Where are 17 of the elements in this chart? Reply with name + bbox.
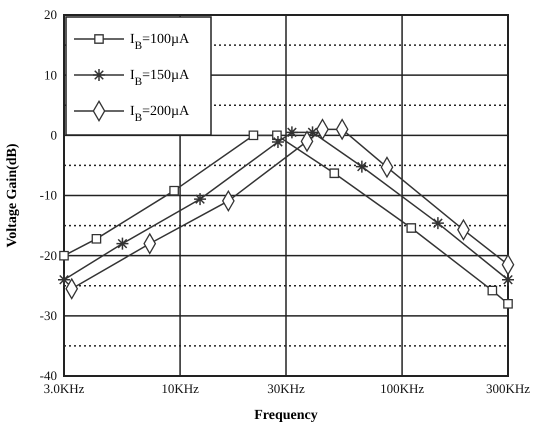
y-tick-label: -40 — [40, 368, 57, 384]
y-tick-label: 0 — [50, 127, 57, 142]
y-tick-label: 10 — [44, 67, 57, 82]
y-tick-label: -10 — [40, 188, 57, 203]
y-tick-label: -30 — [40, 308, 57, 323]
y-tick-label: -20 — [40, 248, 57, 263]
y-axis-title: Voltage Gain(dB) — [5, 143, 20, 248]
x-tick-label: 100KHz — [380, 381, 424, 396]
legend-label: I$_{B}$=100µA — [130, 32, 190, 52]
y-tick-label: 20 — [44, 7, 57, 22]
x-tick-label: 30KHz — [267, 381, 306, 396]
legend-label: I$_{B}$=150µA — [130, 68, 190, 88]
legend-label: I$_{B}$=200µA — [130, 104, 190, 124]
x-tick-label: 3.0KHz — [44, 381, 85, 396]
x-tick-label: 10KHz — [161, 381, 200, 396]
x-axis-title: Frequency — [254, 408, 318, 423]
x-tick-label: 300KHz — [486, 381, 530, 396]
